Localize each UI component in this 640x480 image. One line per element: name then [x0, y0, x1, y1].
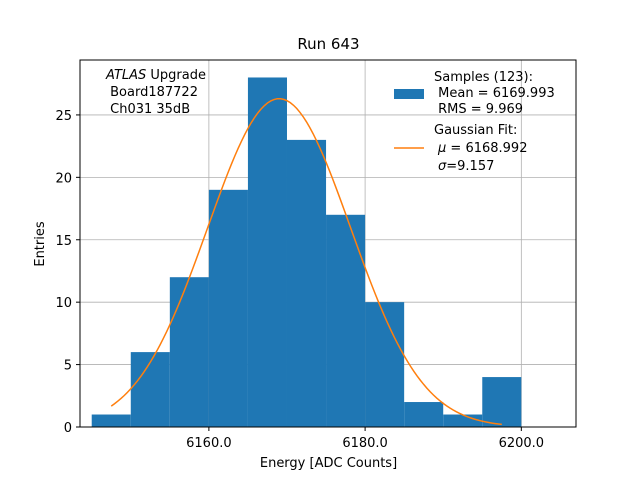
chart-title: Run 643: [297, 35, 359, 53]
legend: Samples (123): Mean = 6169.993 RMS = 9.9…: [394, 70, 555, 174]
y-tick-label: 10: [55, 296, 72, 311]
annotation-atlas: ATLAS: [105, 68, 146, 83]
legend-sigma-value: =9.157: [446, 159, 494, 174]
y-tick-label: 15: [55, 234, 72, 249]
legend-samples-rms: RMS = 9.969: [434, 102, 523, 117]
annotation-line-1: ATLAS Upgrade: [105, 68, 206, 83]
legend-samples-swatch: [394, 89, 424, 99]
x-tick-label: 6200.0: [499, 436, 545, 451]
gaussian-fit-line: [110, 98, 502, 426]
x-axis-title: Energy [ADC Counts]: [260, 456, 397, 471]
annotation-board: Board187722: [106, 85, 198, 100]
histogram-bar: [130, 352, 170, 427]
y-tick-label: 20: [55, 171, 72, 186]
histogram-bar: [326, 214, 366, 427]
axes-frame: [79, 59, 577, 428]
legend-fit-sigma: σ=9.157: [438, 159, 494, 174]
y-axis-title: Entries: [33, 221, 48, 267]
histogram-bar: [482, 377, 522, 427]
y-tick-label: 5: [64, 359, 72, 374]
fit-layer: [110, 98, 502, 426]
y-tick-label: 0: [64, 421, 72, 436]
annotation-channel: Ch031 35dB: [106, 102, 190, 117]
histogram-bar: [208, 189, 248, 427]
legend-fit-mu: μ = 6168.992: [437, 141, 527, 156]
histogram-bar: [169, 277, 209, 427]
legend-samples-title: Samples (123):: [434, 70, 533, 85]
legend-samples-mean: Mean = 6169.993: [434, 86, 555, 101]
x-tick-label: 6180.0: [342, 436, 388, 451]
bars-layer: [91, 77, 522, 427]
legend-mu-symbol: μ: [437, 141, 446, 156]
legend-sigma-symbol: σ: [438, 159, 447, 174]
histogram-bar: [404, 402, 444, 427]
legend-fit-title: Gaussian Fit:: [434, 123, 517, 138]
histogram-bar: [247, 77, 287, 427]
x-tick-label: 6160.0: [186, 436, 232, 451]
histogram-bar: [91, 414, 131, 427]
histogram-bar: [365, 302, 405, 427]
annotation-upgrade: Upgrade: [146, 68, 206, 83]
y-tick-label: 25: [55, 109, 72, 124]
legend-mu-value: = 6168.992: [446, 141, 527, 156]
atlas-annotation: ATLAS Upgrade Board187722 Ch031 35dB: [105, 68, 206, 117]
histogram-bar: [443, 414, 483, 427]
histogram-bar: [286, 139, 327, 427]
ticks-layer: 6160.0 6180.0 6200.0 0 5 10 15 20 25: [55, 109, 544, 451]
